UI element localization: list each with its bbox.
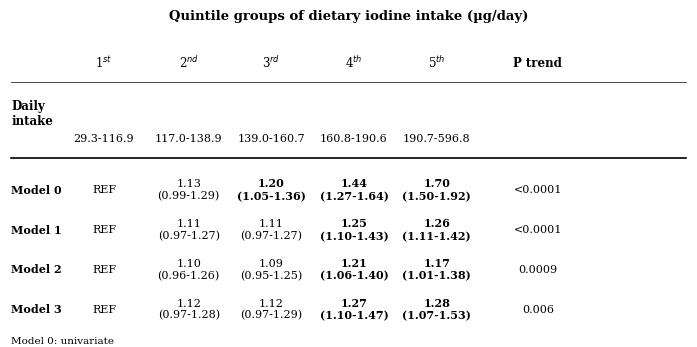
Text: <0.0001: <0.0001 — [514, 225, 562, 235]
Text: 139.0-160.7: 139.0-160.7 — [238, 134, 305, 144]
Text: 1.21
(1.06-1.40): 1.21 (1.06-1.40) — [320, 258, 388, 282]
Text: 5$^{th}$: 5$^{th}$ — [428, 55, 445, 71]
Text: <0.0001: <0.0001 — [514, 185, 562, 195]
Text: 1.10
(0.96-1.26): 1.10 (0.96-1.26) — [158, 259, 220, 281]
Text: REF: REF — [92, 185, 116, 195]
Text: Quintile groups of dietary iodine intake (µg/day): Quintile groups of dietary iodine intake… — [169, 10, 528, 23]
Text: 1.13
(0.99-1.29): 1.13 (0.99-1.29) — [158, 179, 220, 201]
Text: 29.3-116.9: 29.3-116.9 — [74, 134, 135, 144]
Text: Model 3: Model 3 — [11, 304, 62, 315]
Text: 4$^{th}$: 4$^{th}$ — [345, 55, 362, 71]
Text: 1.70
(1.50-1.92): 1.70 (1.50-1.92) — [402, 178, 471, 202]
Text: 117.0-138.9: 117.0-138.9 — [155, 134, 222, 144]
Text: 1.11
(0.97-1.27): 1.11 (0.97-1.27) — [158, 219, 220, 241]
Text: 0.0009: 0.0009 — [519, 265, 558, 275]
Text: 1$^{st}$: 1$^{st}$ — [95, 55, 113, 71]
Text: 1.44
(1.27-1.64): 1.44 (1.27-1.64) — [319, 178, 388, 202]
Text: 1.12
(0.97-1.28): 1.12 (0.97-1.28) — [158, 298, 220, 321]
Text: 1.26
(1.11-1.42): 1.26 (1.11-1.42) — [402, 218, 471, 242]
Text: 1.20
(1.05-1.36): 1.20 (1.05-1.36) — [237, 178, 306, 202]
Text: Model 2: Model 2 — [11, 264, 61, 275]
Text: 0.006: 0.006 — [522, 305, 554, 315]
Text: 2$^{nd}$: 2$^{nd}$ — [178, 55, 199, 71]
Text: 1.27
(1.10-1.47): 1.27 (1.10-1.47) — [320, 298, 388, 321]
Text: REF: REF — [92, 305, 116, 315]
Text: 1.25
(1.10-1.43): 1.25 (1.10-1.43) — [320, 218, 388, 242]
Text: REF: REF — [92, 265, 116, 275]
Text: 1.17
(1.01-1.38): 1.17 (1.01-1.38) — [402, 258, 471, 282]
Text: 1.11
(0.97-1.27): 1.11 (0.97-1.27) — [240, 219, 302, 241]
Text: P trend: P trend — [514, 57, 562, 69]
Text: Model 0: univariate: Model 0: univariate — [11, 337, 114, 346]
Text: 1.12
(0.97-1.29): 1.12 (0.97-1.29) — [240, 298, 302, 321]
Text: 3$^{rd}$: 3$^{rd}$ — [262, 55, 280, 71]
Text: 160.8-190.6: 160.8-190.6 — [320, 134, 388, 144]
Text: REF: REF — [92, 225, 116, 235]
Text: 1.09
(0.95-1.25): 1.09 (0.95-1.25) — [240, 259, 302, 281]
Text: Model 0: Model 0 — [11, 185, 61, 196]
Text: Daily
intake: Daily intake — [11, 100, 53, 128]
Text: 1.28
(1.07-1.53): 1.28 (1.07-1.53) — [402, 298, 471, 321]
Text: 190.7-596.8: 190.7-596.8 — [403, 134, 470, 144]
Text: Model 1: Model 1 — [11, 225, 61, 236]
